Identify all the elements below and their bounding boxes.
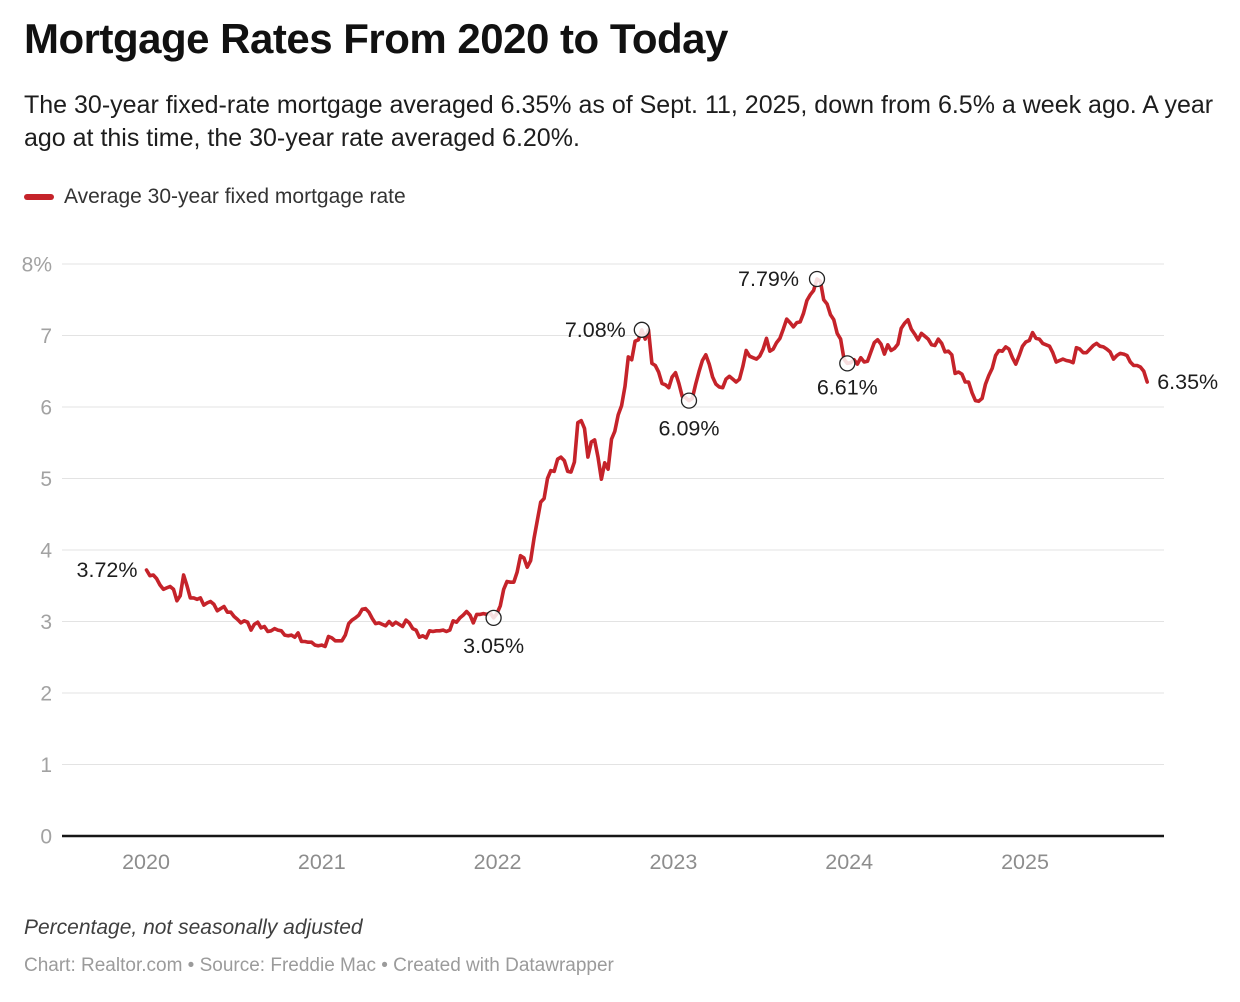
x-tick-label: 2021 xyxy=(298,850,346,874)
y-tick-label: 4 xyxy=(40,540,52,563)
y-tick-label: 0 xyxy=(40,826,52,849)
x-tick-label: 2023 xyxy=(649,850,697,874)
y-tick-label: 6 xyxy=(40,397,52,420)
annotation-marker xyxy=(680,392,698,409)
chart-description: The 30-year fixed-rate mortgage averaged… xyxy=(24,91,1214,152)
annotation-label: 6.35% xyxy=(1157,370,1218,394)
annotation-label: 3.72% xyxy=(77,558,138,582)
x-tick-label: 2024 xyxy=(825,850,873,874)
legend-line-swatch xyxy=(24,194,54,200)
x-tick-label: 2020 xyxy=(122,850,170,874)
x-tick-label: 2025 xyxy=(1001,850,1049,874)
annotation-label: 7.79% xyxy=(738,267,799,291)
annotation-marker xyxy=(485,609,502,627)
annotation-label: 6.61% xyxy=(817,375,878,399)
x-tick-label: 2022 xyxy=(474,850,522,874)
y-tick-label: 2 xyxy=(40,683,52,706)
y-tick-label: 1 xyxy=(40,754,52,777)
y-tick-label: 8% xyxy=(22,254,52,277)
y-tick-label: 3 xyxy=(40,611,52,634)
legend: Average 30-year fixed mortgage rate xyxy=(24,185,406,209)
y-tick-label: 7 xyxy=(40,325,52,348)
annotation-label: 3.05% xyxy=(463,634,524,658)
annotation-label: 6.09% xyxy=(659,417,720,441)
annotation-marker xyxy=(633,321,650,338)
annotation-marker xyxy=(839,355,856,372)
y-tick-label: 5 xyxy=(40,468,52,491)
chart-credit: Chart: Realtor.com • Source: Freddie Mac… xyxy=(24,955,614,976)
legend-label: Average 30-year fixed mortgage rate xyxy=(64,185,406,208)
annotation-marker xyxy=(808,270,826,288)
chart-note: Percentage, not seasonally adjusted xyxy=(24,916,363,939)
annotation-label: 7.08% xyxy=(565,318,626,342)
chart-title: Mortgage Rates From 2020 to Today xyxy=(24,15,728,62)
